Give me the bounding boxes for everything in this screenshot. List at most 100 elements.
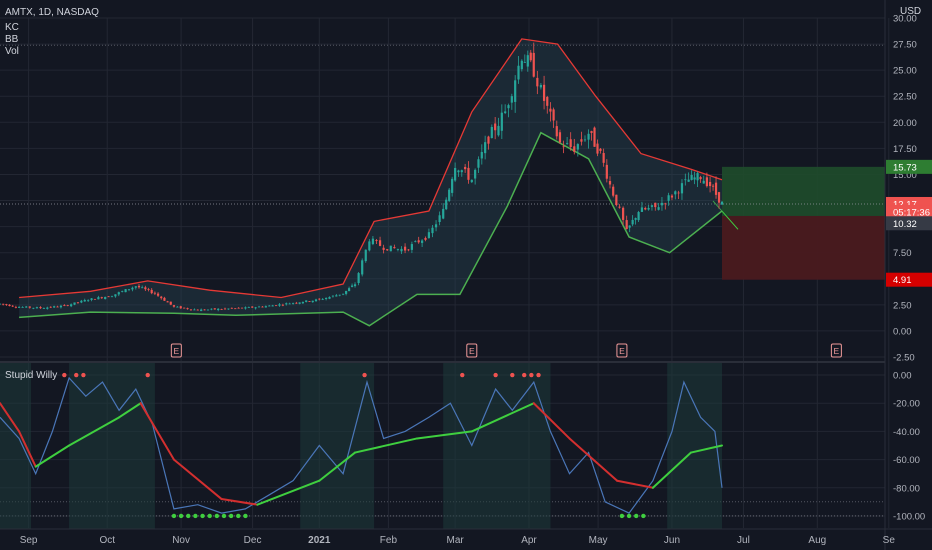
candle-body	[523, 62, 526, 63]
candle-body	[714, 182, 718, 195]
price-tick-label: 2.50	[893, 300, 912, 311]
candle-body	[674, 191, 677, 195]
candle-body	[470, 179, 473, 183]
currency-label: USD	[900, 6, 921, 17]
price-label-text: 05:17:36	[893, 208, 930, 219]
candle-body	[532, 52, 535, 77]
candle-body	[460, 170, 463, 173]
candle-body	[163, 297, 166, 301]
oscillator-highlight-zone	[69, 362, 155, 529]
oversold-dot	[200, 513, 205, 519]
lower-band-line	[19, 131, 723, 327]
candle-body	[121, 291, 124, 292]
candle-body	[166, 301, 169, 303]
candle-body	[386, 249, 389, 251]
candle-body	[382, 247, 385, 250]
candle-body	[203, 309, 206, 311]
candle-body	[448, 189, 451, 201]
price-label-text: 4.91	[893, 275, 912, 286]
indicator-bb-label[interactable]: BB	[5, 34, 19, 45]
overbought-dot	[522, 372, 527, 378]
oversold-dot	[641, 513, 646, 519]
candle-body	[217, 308, 220, 311]
candle-body	[427, 232, 431, 238]
candle-body	[573, 146, 576, 152]
overbought-dot	[510, 372, 515, 378]
candle-body	[21, 307, 24, 308]
candle-body	[70, 304, 73, 307]
candle-body	[314, 299, 318, 302]
candle-body	[308, 301, 311, 302]
candle-body	[687, 179, 690, 182]
candle-body	[670, 195, 674, 198]
candle-body	[42, 308, 46, 309]
candle-body	[63, 305, 66, 306]
candle-body	[680, 183, 684, 194]
candle-body	[514, 80, 517, 102]
indicator-kc-label[interactable]: KC	[5, 22, 19, 33]
price-label-text: 12.17	[893, 199, 917, 210]
overbought-dot	[529, 372, 534, 378]
oversold-dot	[634, 513, 639, 519]
earnings-marker-box	[466, 343, 478, 358]
candle-body	[605, 164, 608, 179]
candle-body	[500, 112, 503, 131]
oscillator-highlight-zone	[300, 362, 375, 529]
candle-body	[368, 241, 371, 251]
candle-body	[153, 292, 156, 294]
candle-body	[457, 170, 460, 173]
candle-body	[176, 306, 179, 308]
candle-body	[11, 305, 14, 307]
candle-body	[66, 305, 69, 307]
candle-body	[80, 300, 83, 303]
oscillator-dots	[62, 372, 646, 519]
indicator-vol-label[interactable]: Vol	[5, 46, 19, 57]
candle-body	[417, 240, 420, 243]
time-tick-label: 2021	[308, 535, 331, 546]
time-tick-label: Apr	[521, 535, 537, 546]
candle-body	[562, 146, 565, 148]
candle-body	[281, 304, 284, 306]
candle-body	[424, 237, 427, 240]
price-label-text: 10.32	[893, 219, 917, 230]
price-tick-label: 30.00	[893, 14, 917, 25]
candle-body	[520, 60, 523, 70]
upper-band-line	[19, 38, 723, 299]
candle-body	[285, 303, 288, 305]
candle-body	[87, 300, 90, 302]
oversold-dot	[186, 513, 191, 519]
candle-body	[490, 126, 493, 139]
overbought-dot	[62, 372, 67, 378]
candle-body	[705, 177, 709, 187]
time-axis[interactable]: Sep Oct Nov Dec 2021 Feb Mar Apr May Jun Jul Aug Se	[0, 528, 932, 546]
candle-body	[612, 186, 615, 196]
oversold-dot	[193, 513, 198, 519]
candle-body	[650, 205, 654, 207]
candle-body	[0, 303, 2, 305]
candle-body	[400, 248, 403, 252]
candle-body	[93, 298, 97, 300]
candle-body	[160, 296, 163, 299]
symbol-title[interactable]: AMTX, 1D, NASDAQ	[5, 7, 99, 18]
signal-line-segment	[68, 416, 121, 447]
candle-body	[664, 203, 667, 205]
candle-body	[693, 177, 696, 180]
candle-body	[702, 180, 705, 184]
oscillator-title[interactable]: Stupid Willy	[5, 370, 57, 381]
indicator-bands	[19, 38, 723, 327]
earnings-marker-label: E	[834, 346, 840, 356]
candle-body	[590, 131, 593, 133]
candle-body	[542, 84, 546, 101]
candle-body	[677, 192, 680, 194]
price-label-tag	[886, 272, 932, 287]
candle-body	[206, 309, 210, 311]
candle-body	[602, 152, 605, 163]
candle-body	[634, 218, 637, 220]
oscillator-highlight-zone	[667, 362, 722, 529]
price-label-tag	[886, 159, 932, 174]
trade-position-box[interactable]	[0, 44, 885, 280]
candle-body	[529, 52, 532, 61]
candle-body	[375, 240, 378, 241]
profit-zone	[722, 166, 885, 216]
